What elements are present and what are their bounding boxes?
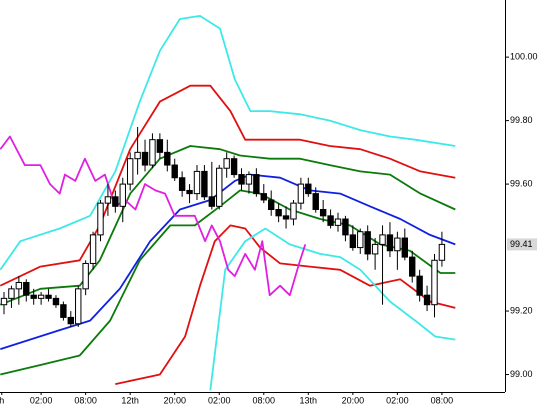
- candle-body: [8, 288, 15, 299]
- candle-body: [201, 170, 208, 198]
- candle-body: [23, 281, 30, 296]
- candle-body: [394, 237, 401, 252]
- candle-body: [290, 202, 297, 220]
- candle-body: [0, 297, 8, 306]
- candle-body: [230, 158, 238, 176]
- candle-body: [60, 304, 67, 318]
- x-tick-label: 20:00: [342, 395, 365, 405]
- price-label: 99.41: [510, 239, 533, 249]
- candle-body: [319, 208, 327, 217]
- x-tick-label: 08:00: [74, 395, 97, 405]
- x-tick-label: 12th: [121, 395, 139, 405]
- candle-body: [349, 234, 357, 249]
- candle-body: [75, 288, 82, 325]
- candle-body: [275, 208, 282, 217]
- candle-body: [171, 164, 178, 179]
- band-line: [209, 227, 456, 391]
- candle-body: [401, 237, 409, 258]
- x-tick-label: 08:00: [253, 395, 276, 405]
- candle-body: [379, 234, 386, 245]
- candle-body: [342, 218, 349, 236]
- candle-body: [312, 193, 319, 210]
- x-tick-label: 08:00: [431, 395, 454, 405]
- y-tick-label: 99.60: [510, 178, 533, 188]
- candle-body: [97, 202, 104, 236]
- x-tick-label: h: [0, 395, 4, 405]
- candle-body: [52, 297, 60, 306]
- y-tick-label: 100.00: [510, 52, 538, 62]
- x-tick-label: 02:00: [386, 395, 409, 405]
- candle-body: [297, 183, 305, 204]
- candle-body: [141, 151, 149, 166]
- candle-body: [37, 294, 45, 299]
- candle-body: [423, 294, 431, 306]
- band-line: [0, 15, 456, 271]
- candle-body: [30, 294, 37, 299]
- candle-body: [15, 281, 23, 290]
- candle-body: [156, 139, 164, 153]
- candle-body: [431, 259, 438, 306]
- price-label-box: [507, 238, 537, 251]
- candle-body: [305, 183, 312, 195]
- candle-body: [178, 177, 186, 191]
- plot-area: [0, 15, 456, 391]
- candle-body: [164, 151, 171, 166]
- x-tick-label: 20:00: [163, 395, 186, 405]
- candle-body: [282, 215, 290, 220]
- candle-body: [186, 189, 193, 195]
- candle-body: [112, 196, 119, 207]
- candle-body: [416, 275, 423, 296]
- candle-body: [268, 199, 275, 210]
- x-tick-label: 02:00: [30, 395, 53, 405]
- candle-body: [438, 243, 446, 261]
- candle-body: [364, 231, 371, 255]
- y-tick-label: 99.20: [510, 305, 533, 315]
- band-line: [0, 135, 307, 297]
- candle-body: [245, 174, 253, 185]
- y-tick-label: 99.80: [510, 115, 533, 125]
- candle-body: [238, 174, 245, 185]
- candle-body: [119, 183, 126, 207]
- candle-body: [253, 174, 260, 195]
- candle-body: [67, 316, 75, 325]
- candle-body: [89, 234, 97, 264]
- candle-body: [82, 262, 89, 290]
- candle-body: [193, 170, 201, 195]
- y-tick-label: 99.00: [510, 369, 533, 379]
- candle-body: [134, 151, 141, 160]
- candle-body: [371, 243, 379, 255]
- candle-body: [126, 158, 134, 185]
- x-tick-label: 13th: [300, 395, 318, 405]
- candle-body: [334, 218, 342, 226]
- candle-body: [386, 234, 394, 252]
- candle-body: [409, 256, 416, 277]
- candle-body: [149, 139, 156, 166]
- candle-body: [327, 215, 334, 226]
- band-line: [0, 145, 456, 306]
- candle-body: [216, 167, 223, 207]
- candle-body: [45, 294, 52, 299]
- x-tick-label: 02:00: [208, 395, 231, 405]
- candle-body: [357, 231, 364, 249]
- candle-body: [223, 158, 230, 169]
- candle-body: [208, 196, 216, 207]
- candle-body: [104, 196, 112, 204]
- candle-body: [260, 193, 267, 201]
